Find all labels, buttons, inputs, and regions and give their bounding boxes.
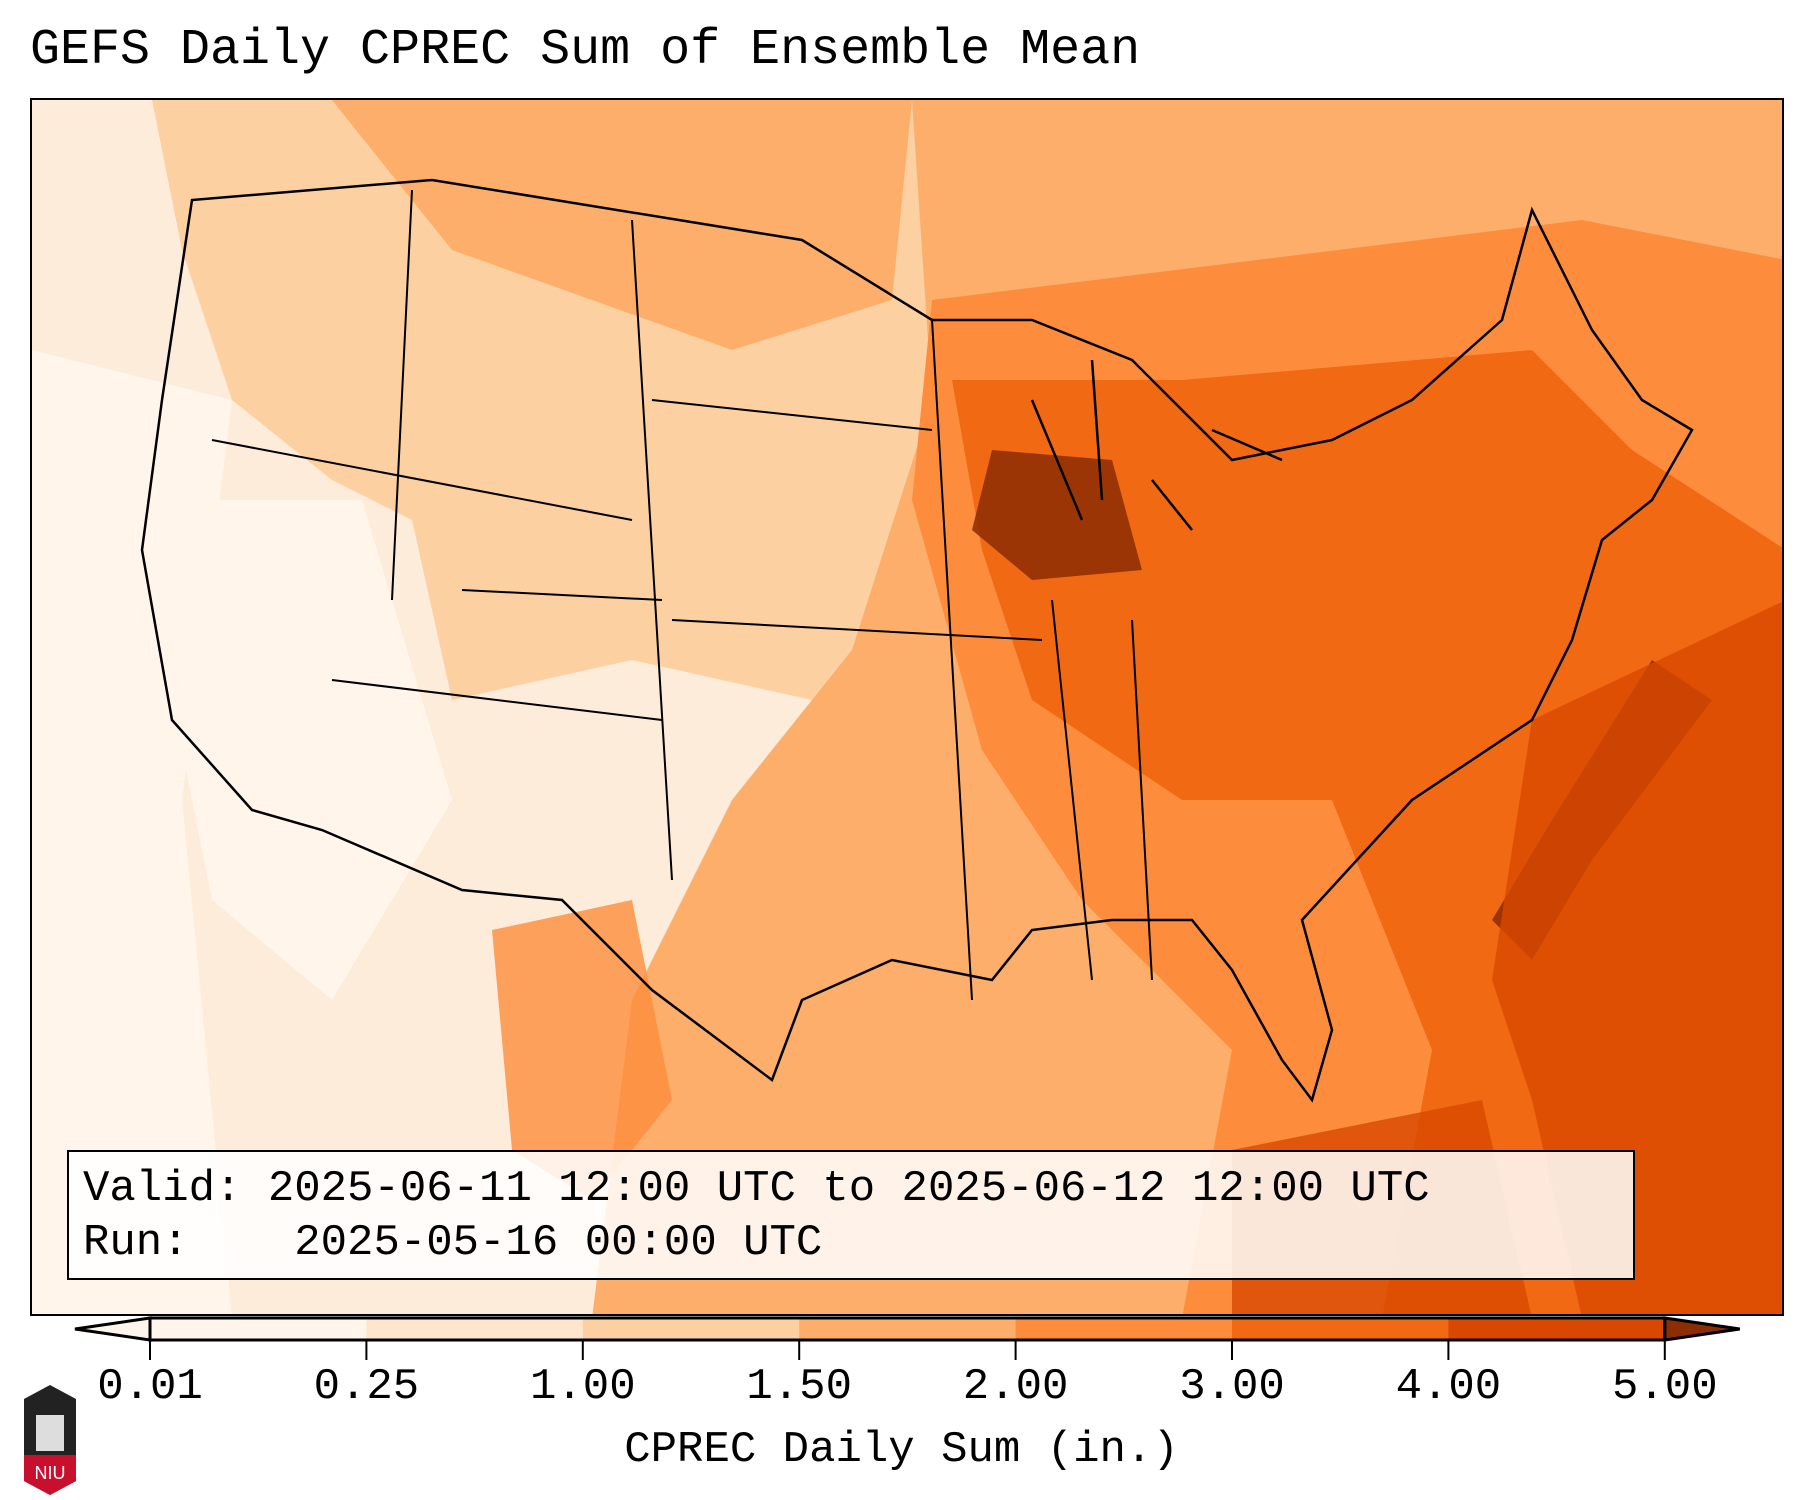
run-label: Run: bbox=[83, 1218, 189, 1268]
valid-label: Valid: bbox=[83, 1164, 242, 1214]
colorbar-frame bbox=[148, 1316, 1667, 1342]
us-outline bbox=[140, 178, 1694, 1103]
precip-field bbox=[32, 100, 1782, 1314]
precip-map bbox=[30, 98, 1784, 1316]
great-lakes bbox=[1030, 359, 1283, 531]
colorbar-extend-max bbox=[1663, 1316, 1741, 1342]
mexico-field bbox=[492, 900, 672, 1200]
colorbar-tick-label: 3.00 bbox=[1179, 1362, 1285, 1412]
colorbar-segment bbox=[582, 1318, 801, 1340]
colorbar-segment bbox=[1015, 1318, 1233, 1340]
colorbar-segment bbox=[150, 1318, 368, 1340]
colorbar-tick-label: 1.00 bbox=[529, 1362, 636, 1412]
state-borders bbox=[211, 189, 1153, 1001]
colorbar-tick-label: 1.50 bbox=[746, 1362, 852, 1412]
colorbar-segment bbox=[1232, 1318, 1450, 1340]
valid-text: 2025-06-11 12:00 UTC to 2025-06-12 12:00… bbox=[267, 1164, 1430, 1214]
colorbar-tick-label: 0.01 bbox=[97, 1362, 203, 1412]
figure-title: GEFS Daily CPREC Sum of Ensemble Mean bbox=[30, 22, 1141, 79]
colorbar-extend-min bbox=[74, 1316, 152, 1342]
colorbar-tick-label: 5.00 bbox=[1611, 1362, 1718, 1412]
colorbar-segment bbox=[1448, 1318, 1666, 1340]
run-text: 2025-05-16 00:00 UTC bbox=[294, 1218, 823, 1268]
colorbar-tick-label: 2.00 bbox=[962, 1362, 1069, 1412]
colorbar-label: CPREC Daily Sum (in.) bbox=[624, 1425, 1179, 1475]
colorbar-segment bbox=[799, 1318, 1017, 1340]
niu-logo: NIU bbox=[24, 1385, 76, 1495]
colorbar-segment bbox=[366, 1318, 584, 1340]
colorbar-tick-label: 4.00 bbox=[1395, 1362, 1502, 1412]
valid-time-box: Valid: 2025-06-11 12:00 UTC to 2025-06-1… bbox=[67, 1150, 1635, 1280]
colorbar-tick-label: 0.25 bbox=[313, 1362, 420, 1412]
svg-text:NIU: NIU bbox=[35, 1463, 66, 1483]
colorbar bbox=[74, 1316, 1741, 1360]
